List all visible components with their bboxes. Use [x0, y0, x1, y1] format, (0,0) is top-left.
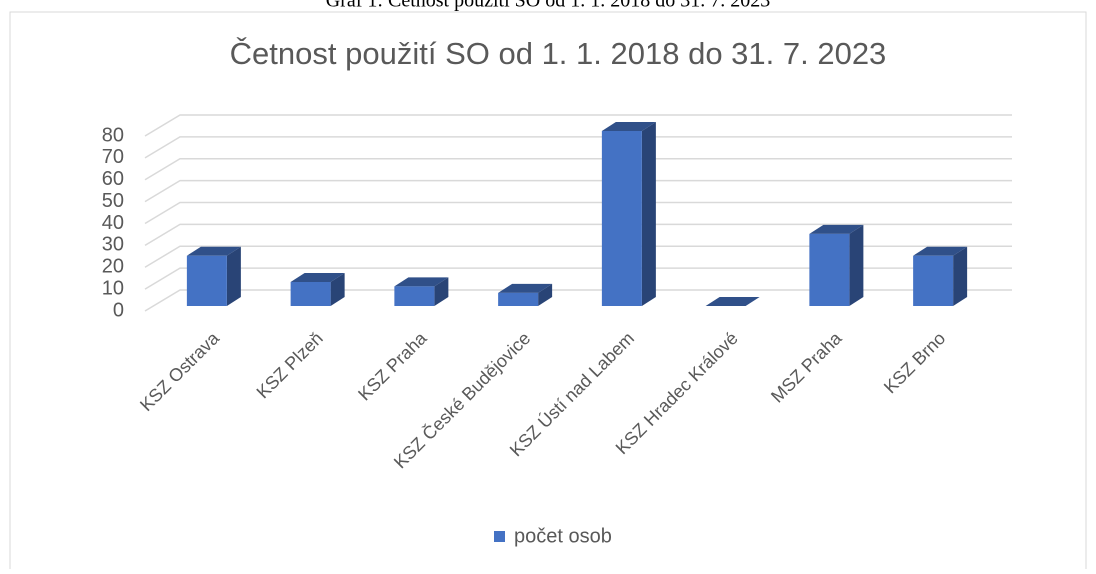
bar-face: [809, 233, 850, 306]
bar: [913, 246, 968, 306]
y-tick-label: 20: [102, 256, 124, 278]
y-tick-label: 80: [102, 124, 124, 146]
x-tick-label: MSZ Praha: [767, 327, 846, 406]
bar-face: [705, 297, 760, 306]
bar: [290, 272, 345, 306]
bar-face: [849, 224, 864, 306]
x-tick-label: KSZ Brno: [880, 328, 949, 397]
chart-title: Četnost použití SO od 1. 1. 2018 do 31. …: [230, 36, 887, 71]
bar-face: [226, 246, 241, 306]
bar-face: [953, 246, 968, 306]
grid-line: [144, 114, 1012, 137]
bar: [809, 224, 864, 306]
grid-line: [144, 201, 1012, 225]
bar-face: [913, 255, 954, 306]
bar: [394, 277, 449, 306]
bar-face: [290, 272, 345, 282]
bar-face: [186, 255, 227, 306]
bar-face: [538, 283, 553, 306]
x-tick-label: KSZ Ostrava: [136, 327, 224, 415]
bar-face: [394, 277, 449, 287]
legend-swatch: [494, 531, 505, 542]
caption: Graf 1: Četnost použití SO od 1. 1. 2018…: [326, 0, 770, 12]
bar-face: [641, 122, 656, 306]
bar-face: [809, 224, 864, 234]
y-tick-label: 70: [102, 146, 124, 168]
bar-face: [290, 281, 331, 306]
y-tick-label: 50: [102, 190, 124, 212]
grid-line: [144, 223, 1012, 247]
bar-face: [601, 131, 642, 306]
grid-line: [144, 136, 1012, 159]
bar-face: [394, 286, 435, 306]
legend-label: počet osob: [514, 525, 612, 547]
bar-face: [330, 272, 345, 306]
grid-line: [144, 267, 1012, 290]
y-tick-label: 40: [102, 212, 124, 234]
bar: [601, 122, 656, 306]
x-tick-label: KSZ Plzeň: [253, 328, 327, 402]
y-tick-label: 60: [102, 168, 124, 190]
grid-line: [144, 158, 1012, 181]
grid-line: [144, 179, 1012, 203]
y-tick-label: 0: [113, 299, 124, 321]
bar-face: [498, 292, 539, 306]
x-tick-label: KSZ Praha: [354, 327, 431, 404]
bar: [498, 283, 553, 306]
bar-face: [186, 246, 241, 256]
bar-face: [601, 122, 656, 131]
bar-face: [913, 246, 968, 256]
y-tick-label: 30: [102, 234, 124, 256]
grid-line: [144, 245, 1012, 268]
y-tick-label: 10: [102, 277, 124, 299]
grid-line: [144, 289, 1012, 312]
bar: [186, 246, 241, 306]
bar: [705, 297, 760, 306]
bar-face: [498, 283, 553, 293]
bar-face: [434, 277, 449, 306]
